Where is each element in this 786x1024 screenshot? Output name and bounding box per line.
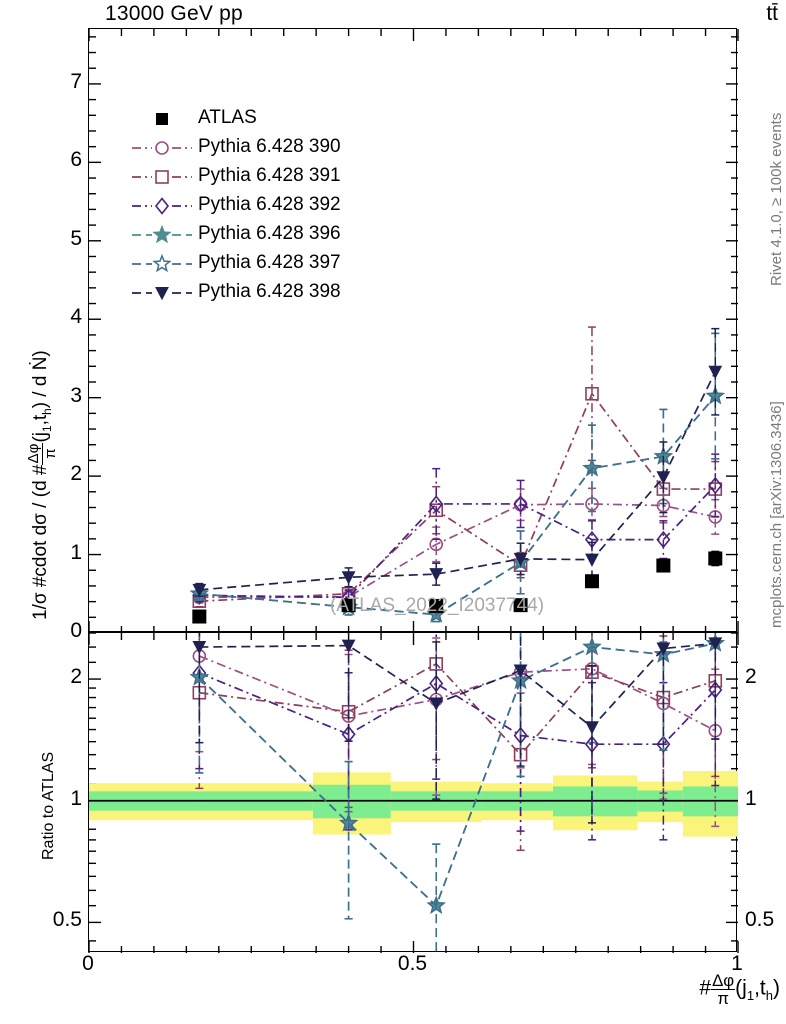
rivet-version-caption: Rivet 4.1.0, ≥ 100k events xyxy=(768,112,785,286)
legend-marker-open-diamond-icon xyxy=(132,197,192,215)
process-label: tt̄ xyxy=(766,2,778,25)
legend-label: Pythia 6.428 390 xyxy=(198,136,341,157)
legend-label: Pythia 6.428 391 xyxy=(198,165,341,186)
ratio-y-tick-0.5: 0.5 xyxy=(52,908,82,932)
analysis-watermark: (ATLAS_2022_I2037744) xyxy=(330,595,545,616)
ratio-y-tick-right-0.5: 0.5 xyxy=(745,908,775,932)
main-y-tick-0: 0 xyxy=(70,619,82,642)
legend-marker-filled-square-icon xyxy=(156,113,168,125)
legend-label: Pythia 6.428 397 xyxy=(198,252,341,273)
ratio-y-tick-right-2: 2 xyxy=(745,665,757,689)
main-plot-panel xyxy=(88,28,739,634)
legend-label: Pythia 6.428 398 xyxy=(198,281,341,302)
ratio-y-tick-right-1: 1 xyxy=(745,786,757,810)
main-plot-svg xyxy=(88,29,739,634)
legend-label: ATLAS xyxy=(198,107,257,128)
x-tick-1: 1 xyxy=(731,952,743,975)
legend-marker-filled-triangle-down-icon xyxy=(132,287,192,301)
legend-label: Pythia 6.428 396 xyxy=(198,223,341,244)
legend-marker-open-star-icon xyxy=(132,253,192,273)
mcplots-caption: mcplots.cern.ch [arXiv:1306.3436] xyxy=(768,401,785,628)
main-y-tick-6: 6 xyxy=(70,148,82,172)
main-y-tick-5: 5 xyxy=(70,226,82,250)
x-tick-0.5: 0.5 xyxy=(397,952,428,975)
main-y-tick-3: 3 xyxy=(70,383,82,407)
main-y-tick-4: 4 xyxy=(70,305,82,329)
main-y-tick-1: 1 xyxy=(70,540,82,564)
ratio-plot-svg xyxy=(88,632,739,953)
main-y-tick-2: 2 xyxy=(70,462,82,486)
ratio-y-tick-1: 1 xyxy=(70,786,82,810)
ratio-plot-panel xyxy=(88,632,739,953)
main-y-tick-7: 7 xyxy=(70,69,82,93)
beam-energy-label: 13000 GeV pp xyxy=(105,2,243,25)
legend-marker-open-square-icon xyxy=(132,170,192,184)
legend-label: Pythia 6.428 392 xyxy=(198,194,341,215)
ratio-y-tick-2: 2 xyxy=(70,665,82,689)
legend-marker-open-circle-icon xyxy=(132,141,192,155)
x-axis-title: # Δφ π (j1,th) xyxy=(699,971,780,1009)
x-tick-0: 0 xyxy=(82,952,94,975)
legend-marker-filled-star-icon xyxy=(132,224,192,244)
